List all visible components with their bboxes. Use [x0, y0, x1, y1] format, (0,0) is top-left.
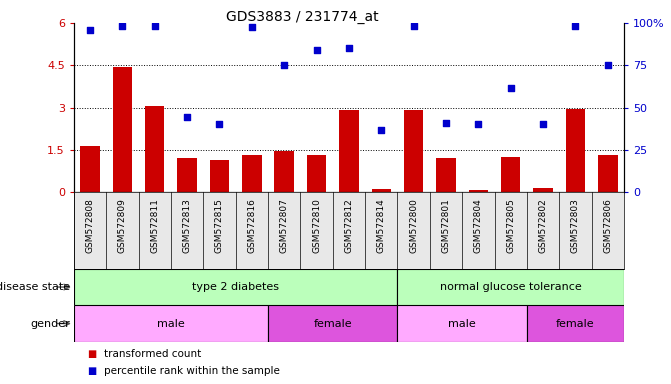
Point [603, 62, 613, 68]
Bar [242, 156, 262, 192]
Bar [340, 110, 358, 192]
Point [376, 127, 386, 133]
Point [537, 121, 548, 127]
Text: female: female [313, 318, 352, 329]
Point [150, 23, 160, 29]
Point [473, 121, 484, 127]
Text: type 2 diabetes: type 2 diabetes [192, 282, 279, 292]
Text: GSM572811: GSM572811 [150, 198, 159, 253]
Point [214, 121, 225, 127]
Bar [145, 106, 164, 192]
Text: GDS3883 / 231774_at: GDS3883 / 231774_at [225, 10, 378, 23]
Text: GSM572815: GSM572815 [215, 198, 224, 253]
Bar [566, 109, 585, 192]
Bar [397, 269, 624, 305]
Text: GSM572802: GSM572802 [539, 198, 548, 253]
Text: GSM572803: GSM572803 [571, 198, 580, 253]
Point [117, 23, 127, 29]
Text: GSM572814: GSM572814 [377, 198, 386, 253]
Text: GSM572808: GSM572808 [85, 198, 95, 253]
Text: GSM572816: GSM572816 [248, 198, 256, 253]
Bar [74, 305, 268, 342]
Bar [113, 67, 132, 192]
Bar [307, 156, 326, 192]
Bar [372, 189, 391, 192]
Text: male: male [448, 318, 476, 329]
Text: normal glucose tolerance: normal glucose tolerance [440, 282, 582, 292]
Bar [436, 158, 456, 192]
Text: GSM572809: GSM572809 [118, 198, 127, 253]
Point [408, 23, 419, 29]
Bar [397, 305, 527, 342]
Text: GSM572800: GSM572800 [409, 198, 418, 253]
Text: female: female [556, 318, 595, 329]
Bar [501, 157, 521, 192]
Text: GSM572801: GSM572801 [442, 198, 450, 253]
Text: gender: gender [31, 318, 70, 329]
Bar [274, 151, 294, 192]
Bar [598, 156, 617, 192]
Text: GSM572806: GSM572806 [603, 198, 613, 253]
Text: ■: ■ [87, 349, 97, 359]
Text: GSM572813: GSM572813 [183, 198, 192, 253]
Text: ■: ■ [87, 366, 97, 376]
Bar [268, 305, 397, 342]
Point [279, 62, 290, 68]
Point [311, 47, 322, 53]
Text: GSM572804: GSM572804 [474, 198, 483, 253]
Bar [468, 190, 488, 192]
Text: GSM572812: GSM572812 [344, 198, 354, 253]
Point [246, 24, 257, 30]
Text: transformed count: transformed count [104, 349, 201, 359]
Point [85, 27, 95, 33]
Bar [527, 305, 624, 342]
Text: GSM572810: GSM572810 [312, 198, 321, 253]
Bar [533, 188, 553, 192]
Point [441, 120, 452, 126]
Point [182, 114, 193, 121]
Text: GSM572807: GSM572807 [280, 198, 289, 253]
Point [344, 45, 354, 51]
Text: percentile rank within the sample: percentile rank within the sample [104, 366, 280, 376]
Bar [404, 110, 423, 192]
Bar [81, 146, 100, 192]
Text: male: male [157, 318, 185, 329]
Point [505, 85, 516, 91]
Bar [74, 269, 397, 305]
Text: disease state: disease state [0, 282, 70, 292]
Bar [210, 160, 229, 192]
Point [570, 23, 581, 29]
Bar [177, 158, 197, 192]
Text: GSM572805: GSM572805 [506, 198, 515, 253]
